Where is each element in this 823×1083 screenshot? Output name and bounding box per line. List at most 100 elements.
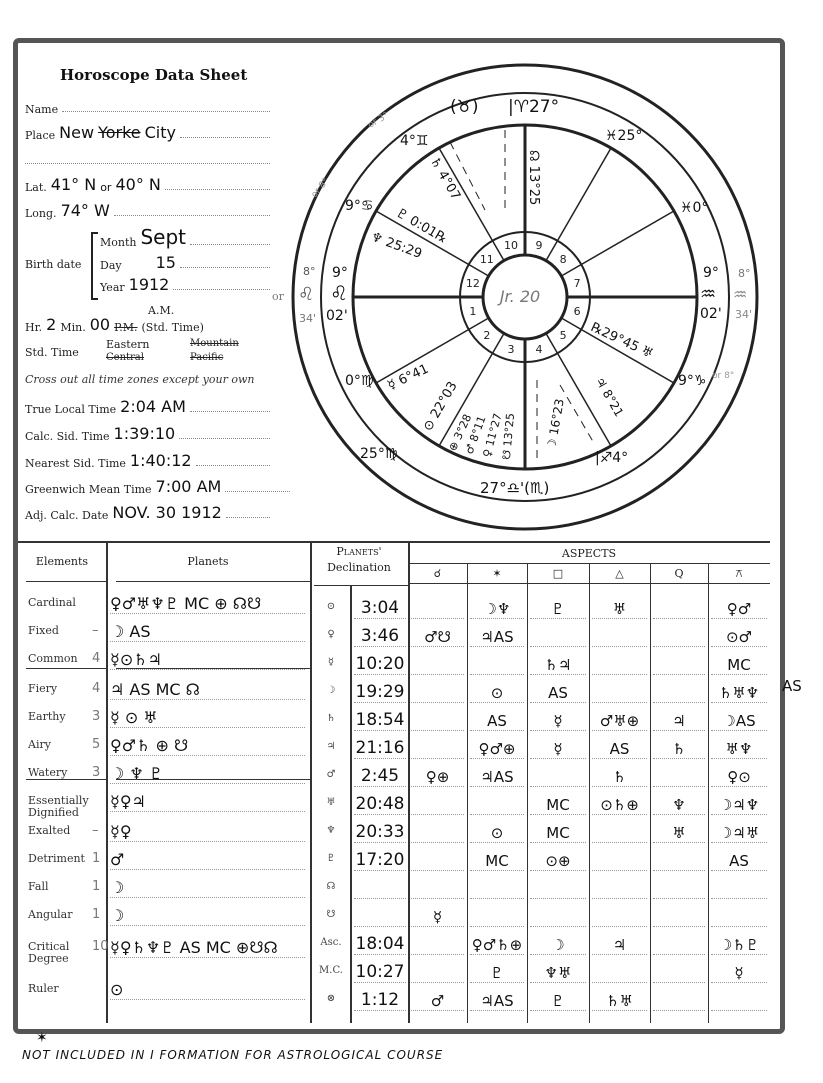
aspect-cell[interactable]: ⊙⊕: [530, 843, 586, 871]
adj-calc-date-field[interactable]: Adj. Calc. Date NOV. 30 1912: [25, 502, 270, 522]
aspect-cell[interactable]: [470, 871, 524, 899]
aspect-cell[interactable]: ♃: [592, 927, 647, 955]
aspect-cell[interactable]: ♃AS: [470, 619, 524, 647]
aspect-cell[interactable]: [530, 619, 586, 647]
aspect-cell[interactable]: ⊙♂: [711, 619, 767, 647]
aspect-cell[interactable]: ♄♃: [530, 647, 586, 675]
aspect-cell[interactable]: [470, 787, 524, 815]
aspect-cell[interactable]: [653, 927, 705, 955]
declination-value[interactable]: 10:20: [354, 647, 406, 675]
aspect-cell[interactable]: ☽♆: [470, 591, 524, 619]
aspect-cell[interactable]: AS: [592, 731, 647, 759]
aspect-cell[interactable]: MC: [470, 843, 524, 871]
aspect-cell[interactable]: [592, 871, 647, 899]
element-planets[interactable]: ☿♀♄♆♇ AS MC ⊕☋☊: [110, 933, 305, 958]
zone-eastern[interactable]: Eastern: [106, 338, 150, 351]
element-planets[interactable]: ☿♀♃: [110, 787, 305, 812]
month-field[interactable]: Month Sept: [100, 225, 270, 249]
aspect-cell[interactable]: ♅♆: [711, 731, 767, 759]
aspect-cell[interactable]: [411, 731, 464, 759]
zone-mountain[interactable]: Mountain: [190, 338, 239, 349]
aspect-cell[interactable]: [592, 955, 647, 983]
declination-value[interactable]: 3:04: [354, 591, 406, 619]
element-planets[interactable]: ☿ ⊙ ♅: [110, 703, 305, 728]
aspect-cell[interactable]: ☿: [530, 703, 586, 731]
aspect-cell[interactable]: [530, 871, 586, 899]
aspect-cell[interactable]: ⊙: [470, 675, 524, 703]
aspect-cell[interactable]: [411, 927, 464, 955]
aspect-cell[interactable]: [530, 899, 586, 927]
element-planets[interactable]: ♃ AS MC ☊: [110, 675, 305, 700]
aspect-cell[interactable]: ♄: [592, 759, 647, 787]
aspect-cell[interactable]: ☿: [711, 955, 767, 983]
aspect-cell[interactable]: ☽♄♇: [711, 927, 767, 955]
year-field[interactable]: Year 1912: [100, 274, 270, 294]
aspect-cell[interactable]: [411, 871, 464, 899]
aspect-cell[interactable]: [470, 647, 524, 675]
aspect-cell[interactable]: ♄: [653, 731, 705, 759]
aspect-cell[interactable]: MC: [711, 647, 767, 675]
element-planets[interactable]: ⊙: [110, 975, 305, 1000]
aspect-cell[interactable]: ☽♃♅: [711, 815, 767, 843]
aspect-cell[interactable]: ♃AS: [470, 759, 524, 787]
declination-value[interactable]: 10:27: [354, 955, 406, 983]
aspect-cell[interactable]: ♇: [470, 955, 524, 983]
declination-value[interactable]: 18:54: [354, 703, 406, 731]
aspect-cell[interactable]: MC: [530, 815, 586, 843]
aspect-cell[interactable]: ☽♃♆: [711, 787, 767, 815]
element-planets[interactable]: ☽: [110, 901, 305, 926]
aspect-cell[interactable]: ♆: [653, 787, 705, 815]
aspect-cell[interactable]: ☿: [530, 731, 586, 759]
aspect-cell[interactable]: [653, 871, 705, 899]
aspect-cell[interactable]: ⊙: [470, 815, 524, 843]
aspect-cell[interactable]: ♅: [592, 591, 647, 619]
declination-value[interactable]: 17:20: [354, 843, 406, 871]
aspect-cell[interactable]: ♀⊙: [711, 759, 767, 787]
aspect-cell[interactable]: ♄♅♆: [711, 675, 767, 703]
aspect-cell[interactable]: [711, 899, 767, 927]
aspect-cell[interactable]: ♀♂♄⊕: [470, 927, 524, 955]
aspect-cell[interactable]: [411, 843, 464, 871]
element-planets[interactable]: ☽ AS: [110, 617, 305, 642]
aspect-cell[interactable]: ♀⊕: [411, 759, 464, 787]
aspect-cell[interactable]: [411, 955, 464, 983]
element-planets[interactable]: ♂: [110, 845, 305, 870]
zone-pacific[interactable]: Pacific: [190, 352, 224, 363]
aspect-cell[interactable]: [592, 619, 647, 647]
aspect-cell[interactable]: [592, 899, 647, 927]
aspect-cell[interactable]: [653, 983, 705, 1011]
element-planets[interactable]: ☽: [110, 873, 305, 898]
aspect-cell[interactable]: [653, 647, 705, 675]
declination-value[interactable]: [354, 899, 406, 927]
aspect-cell[interactable]: ♀♂⊕: [470, 731, 524, 759]
aspect-cell[interactable]: [653, 843, 705, 871]
element-planets[interactable]: ♀♂♄ ⊕ ☋: [110, 731, 305, 756]
aspect-cell[interactable]: ♂♅⊕: [592, 703, 647, 731]
aspect-cell[interactable]: [411, 815, 464, 843]
aspect-cell[interactable]: [411, 703, 464, 731]
declination-value[interactable]: [354, 871, 406, 899]
aspect-cell[interactable]: [592, 647, 647, 675]
calc-sid-time-field[interactable]: Calc. Sid. Time 1:39:10: [25, 423, 270, 443]
aspect-cell[interactable]: [711, 871, 767, 899]
declination-value[interactable]: 19:29: [354, 675, 406, 703]
aspect-cell[interactable]: AS: [530, 675, 586, 703]
declination-value[interactable]: 18:04: [354, 927, 406, 955]
nearest-sid-time-field[interactable]: Nearest Sid. Time 1:40:12: [25, 450, 270, 470]
day-field[interactable]: Day 15: [100, 252, 270, 272]
aspect-cell[interactable]: [411, 787, 464, 815]
aspect-cell[interactable]: [653, 899, 705, 927]
aspect-cell[interactable]: ♃AS: [470, 983, 524, 1011]
true-local-time-field[interactable]: True Local Time 2:04 AM: [25, 396, 270, 416]
element-planets[interactable]: ☽ ♆ ♇: [110, 759, 305, 784]
aspect-cell[interactable]: [653, 759, 705, 787]
aspect-cell[interactable]: ♂: [411, 983, 464, 1011]
declination-value[interactable]: 1:12: [354, 983, 406, 1011]
aspect-cell[interactable]: ♇: [530, 591, 586, 619]
aspect-cell[interactable]: ♀♂: [711, 591, 767, 619]
declination-value[interactable]: 3:46: [354, 619, 406, 647]
aspect-cell[interactable]: [592, 675, 647, 703]
aspect-cell[interactable]: ♆♅: [530, 955, 586, 983]
element-planets[interactable]: ☿♀: [110, 817, 305, 842]
aspect-cell[interactable]: [592, 815, 647, 843]
